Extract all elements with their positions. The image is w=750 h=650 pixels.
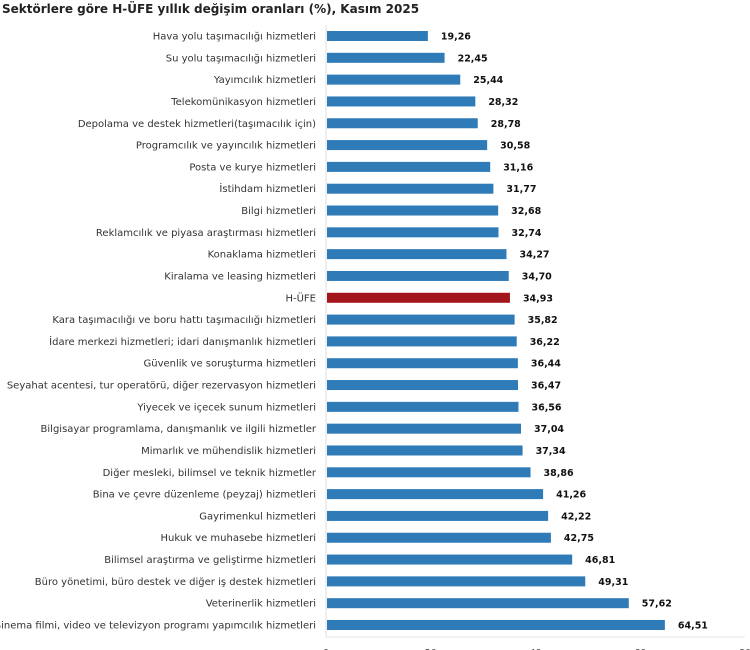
category-label: H-ÜFE [285, 291, 316, 304]
category-label: Sinema filmi, video ve televizyon progra… [0, 621, 316, 632]
bar [327, 401, 519, 412]
bar [327, 620, 665, 630]
bar [327, 249, 507, 260]
bar [327, 445, 523, 456]
bar [327, 489, 544, 500]
data-label: 35,82 [528, 315, 558, 326]
category-label: Bilgi hizmetleri [241, 206, 316, 217]
bar [327, 380, 519, 391]
bar [327, 270, 509, 281]
category-label: Kiralama ve leasing hizmetleri [164, 271, 316, 282]
chart-title: Sektörlere göre H-ÜFE yıllık değişim ora… [2, 2, 420, 16]
x-tick-label: 20 [425, 648, 437, 650]
category-label: Mimarlık ve mühendislik hizmetleri [141, 446, 316, 457]
data-label: 36,56 [531, 402, 561, 413]
data-label: 36,22 [530, 337, 560, 348]
data-label: 22,45 [458, 53, 488, 64]
category-label: Bina ve çevre düzenleme (peyzaj) hizmetl… [93, 490, 316, 501]
bar [327, 161, 491, 172]
category-label: Depolama ve destek hizmetleri(taşımacılı… [78, 119, 316, 130]
x-tick-label: 0 [323, 648, 329, 650]
bar [327, 52, 445, 63]
data-label: 49,31 [598, 577, 628, 588]
data-label: 34,27 [519, 250, 549, 261]
data-label: 31,16 [503, 162, 533, 173]
data-label: 25,44 [473, 75, 503, 86]
bar [327, 205, 499, 216]
data-label: 38,86 [544, 468, 574, 479]
data-label: 37,34 [536, 446, 566, 457]
data-label: 28,32 [488, 97, 518, 108]
data-label: 36,44 [531, 359, 561, 370]
category-label: Reklamcılık ve piyasa araştırması hizmet… [96, 228, 316, 239]
category-label: Kara taşımacılığı ve boru hattı taşımacı… [52, 314, 316, 326]
bar [327, 140, 488, 151]
category-label: Veterinerlik hizmetleri [206, 599, 316, 610]
bar [327, 96, 476, 107]
data-label: 41,26 [556, 490, 586, 501]
bar [327, 227, 499, 238]
bar [327, 576, 586, 587]
data-label: 31,77 [506, 184, 536, 195]
data-label: 30,58 [500, 141, 530, 152]
category-label: Su yolu taşımacılığı hizmetleri [166, 52, 316, 64]
bar [327, 292, 510, 303]
bar [327, 74, 461, 85]
data-label: 42,75 [564, 533, 594, 544]
bar [327, 554, 573, 565]
category-label: Yiyecek ve içecek sunum hizmetleri [136, 402, 316, 413]
bar [327, 423, 521, 434]
bar [327, 510, 549, 521]
category-label: Diğer mesleki, bilimsel ve teknik hizmet… [103, 467, 317, 479]
data-label: 34,70 [522, 271, 552, 282]
data-label: 28,78 [491, 119, 521, 130]
category-label: Posta ve kurye hizmetleri [189, 162, 316, 173]
data-label: 42,22 [561, 511, 591, 522]
x-tick-label: 60 [634, 648, 646, 650]
data-label: 36,47 [531, 381, 561, 392]
category-label: Güvenlik ve soruşturma hizmetleri [144, 359, 317, 370]
category-label: İdare merkezi hizmetleri; idari danışman… [49, 335, 316, 348]
category-label: Gayrimenkul hizmetleri [199, 511, 316, 522]
x-tick-label: 40 [529, 648, 541, 650]
bar [327, 183, 494, 194]
category-label: Bilgisayar programlama, danışmanlık ve i… [41, 424, 317, 435]
bar [327, 598, 629, 609]
bar [327, 467, 531, 478]
bar [327, 118, 478, 129]
data-label: 46,81 [585, 555, 615, 566]
category-label: Yayımcılık hizmetleri [213, 75, 316, 86]
category-label: Programcılık ve yayıncılık hizmetleri [136, 141, 316, 152]
data-label: 64,51 [678, 621, 708, 632]
category-label: Hava yolu taşımacılığı hizmetleri [153, 31, 316, 43]
category-label: Hukuk ve muhasebe hizmetleri [161, 533, 316, 544]
data-label: 34,93 [523, 293, 553, 304]
data-label: 19,26 [441, 32, 471, 43]
category-label: İstihdam hizmetleri [219, 182, 316, 195]
bar [327, 532, 551, 543]
category-label: Telekomünikasyon hizmetleri [170, 97, 316, 108]
bar [327, 31, 428, 41]
data-label: 37,04 [534, 424, 564, 435]
category-label: Konaklama hizmetleri [208, 250, 316, 261]
data-label: 32,74 [511, 228, 541, 239]
category-label: Büro yönetimi, büro destek ve diğer iş d… [35, 576, 316, 588]
x-tick-label: 80 [739, 648, 750, 650]
bar [327, 336, 517, 347]
data-label: 57,62 [642, 599, 672, 610]
bar [327, 314, 515, 325]
data-label: 32,68 [511, 206, 541, 217]
bar [327, 358, 518, 369]
category-label: Bilimsel araştırma ve geliştirme hizmetl… [104, 555, 316, 566]
category-label: Seyahat acentesi, tur operatörü, diğer r… [7, 380, 316, 392]
